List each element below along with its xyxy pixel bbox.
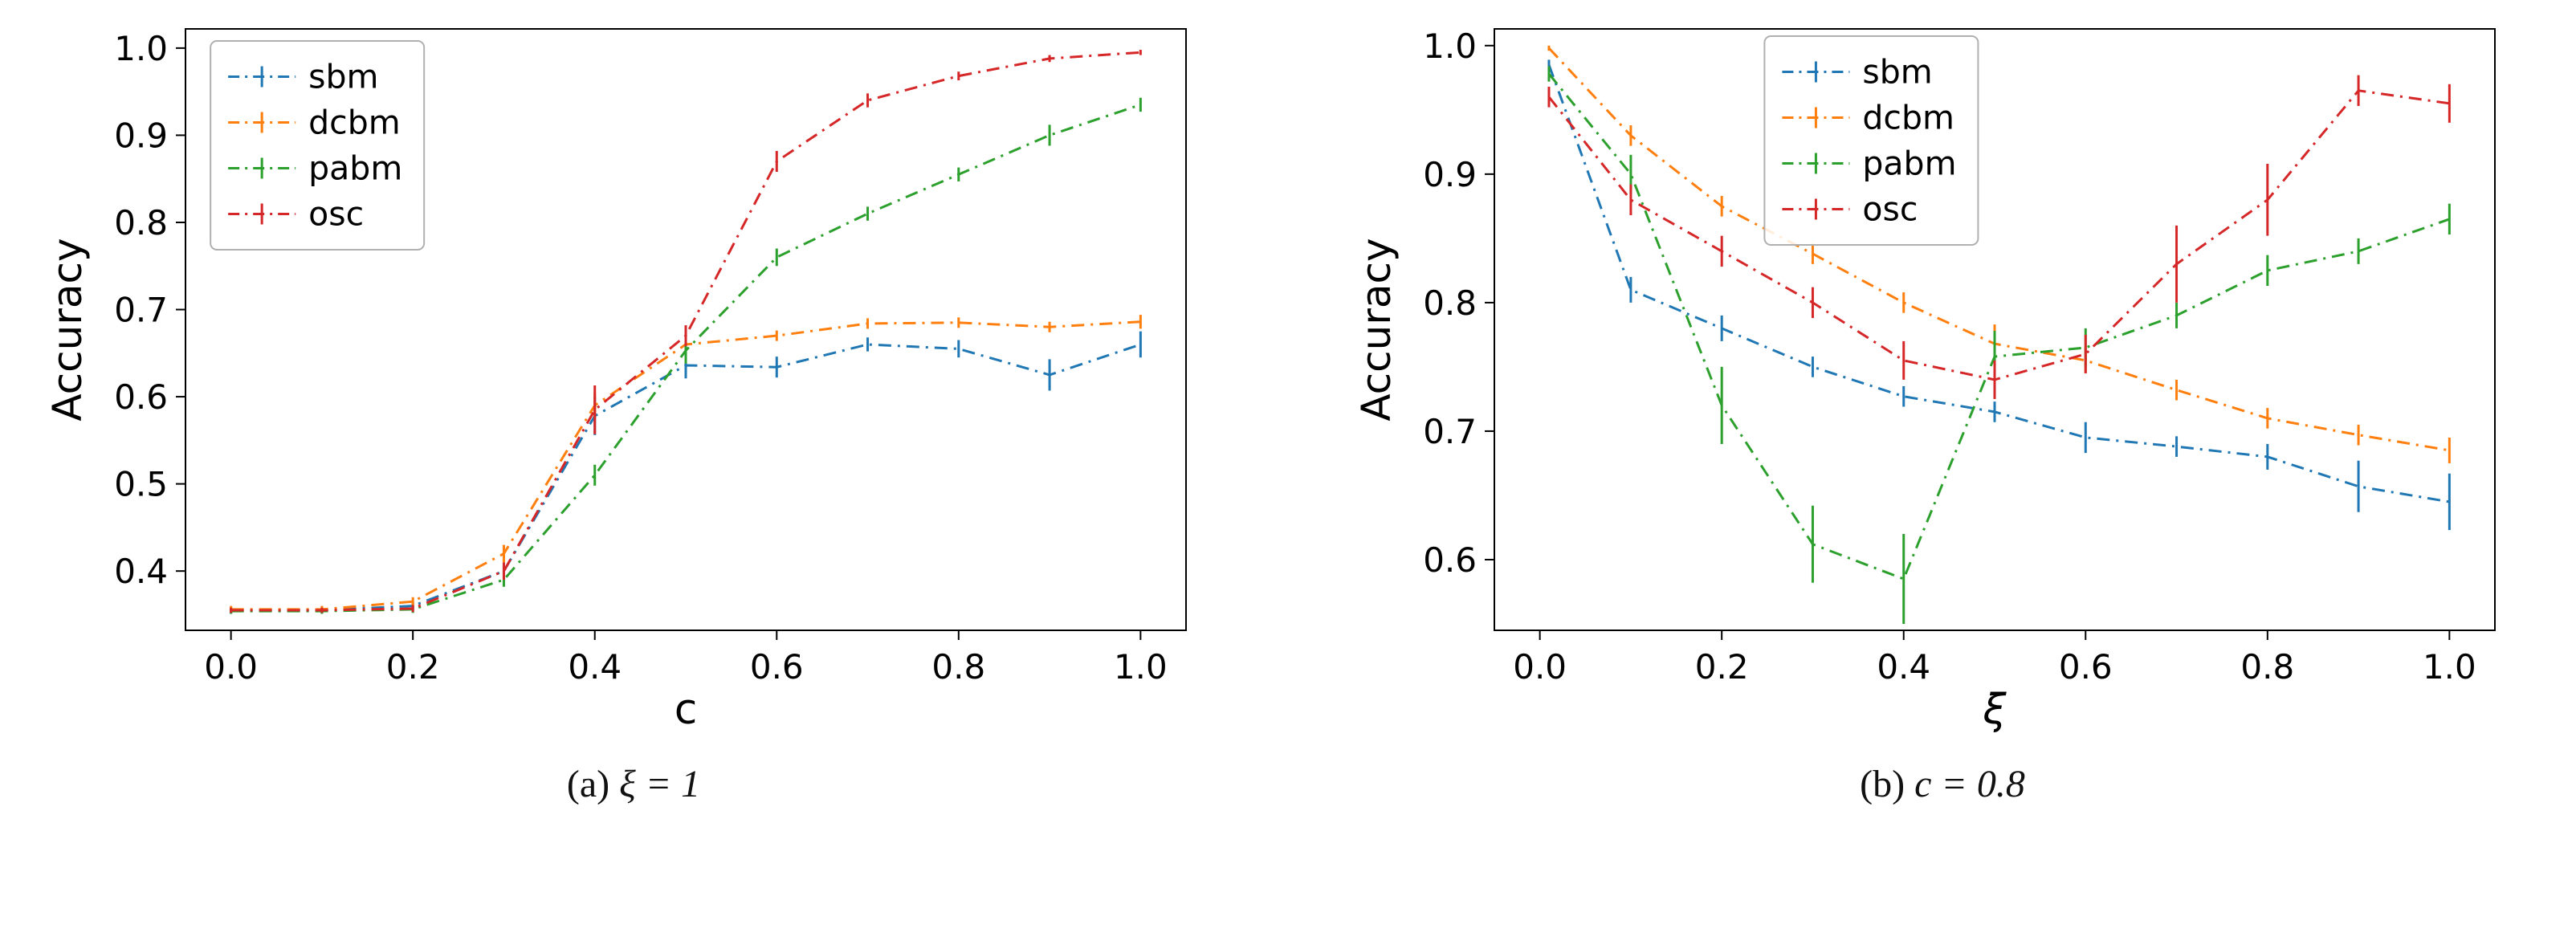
chart-a-svg: 0.0 0.2 0.4 0.6 0.8 1.0 0.4 0.5 0.6 0.7 0.8 0.9 1.0 c… bbox=[44, 28, 1187, 734]
legend-box bbox=[1763, 35, 1979, 246]
legend-label-dcbm: dcbm bbox=[308, 103, 401, 141]
y-tick-label: 0.6 bbox=[1423, 540, 1477, 580]
y-tick-label: 0.8 bbox=[1423, 283, 1477, 323]
caption-b-math: c = 0.8 bbox=[1914, 763, 2025, 805]
legend-entry-sbm bbox=[228, 66, 296, 88]
legend-entry-pabm bbox=[228, 157, 296, 179]
y-tick-label: 1.0 bbox=[114, 29, 168, 68]
legend-label-pabm: pabm bbox=[308, 149, 402, 187]
caption-a-math: ξ = 1 bbox=[619, 763, 701, 805]
x-tick-label: 0.8 bbox=[2240, 647, 2294, 687]
y-tick-label: 0.5 bbox=[114, 465, 168, 504]
legend-label-osc: osc bbox=[1862, 189, 1918, 228]
legend-label-dcbm: dcbm bbox=[1862, 98, 1954, 137]
caption-b: (b) c = 0.8 bbox=[1860, 765, 2025, 804]
x-tick-label: 0.2 bbox=[1695, 647, 1749, 687]
chart-b-svg: 0.0 0.2 0.4 0.6 0.8 1.0 0.6 0.7 0.8 0.9 1.0 ξ Accura… bbox=[1353, 26, 2496, 734]
x-axis-label: c bbox=[675, 686, 698, 734]
y-tick-label: 0.8 bbox=[114, 203, 168, 242]
series-osc bbox=[1547, 75, 2451, 399]
x-tick-label: 0.6 bbox=[750, 647, 804, 687]
series-sbm bbox=[1547, 59, 2451, 531]
legend-label-osc: osc bbox=[308, 194, 364, 233]
figure-b: 0.0 0.2 0.4 0.6 0.8 1.0 0.6 0.7 0.8 0.9 1.0 ξ Accura… bbox=[1353, 6, 2529, 804]
x-tick-label: 0.2 bbox=[386, 647, 440, 687]
x-tick-label: 0.0 bbox=[204, 647, 258, 687]
legend-entry-osc bbox=[228, 203, 296, 225]
x-tick-label: 0.6 bbox=[2059, 647, 2113, 687]
y-tick-label: 0.7 bbox=[114, 291, 168, 330]
legend-entry-sbm bbox=[1782, 61, 1850, 83]
x-tick-label: 1.0 bbox=[1114, 647, 1168, 687]
legend-label-pabm: pabm bbox=[1862, 144, 1956, 182]
y-axis-label: Accuracy bbox=[1356, 238, 1400, 421]
y-axis-label: Accuracy bbox=[47, 238, 91, 421]
caption-a-prefix: (a) bbox=[566, 763, 610, 805]
axis-ticks: 0.0 0.2 0.4 0.6 0.8 1.0 0.6 0.7 0.8 0.9 1.0 bbox=[1423, 26, 2476, 687]
axis-ticks: 0.0 0.2 0.4 0.6 0.8 1.0 0.4 0.5 0.6 0.7 0.8 0.9 1.0 bbox=[114, 29, 1168, 687]
legend: sbm dcbm pabm osc bbox=[210, 39, 426, 251]
legend: sbm dcbm pabm osc bbox=[1763, 35, 1979, 246]
chart-a-container: 0.0 0.2 0.4 0.6 0.8 1.0 0.4 0.5 0.6 0.7 0.8 0.9 1.0 c… bbox=[44, 6, 1220, 741]
legend-entry-pabm bbox=[1782, 153, 1850, 174]
x-tick-label: 0.4 bbox=[1877, 647, 1930, 687]
x-tick-label: 0.4 bbox=[568, 647, 622, 687]
y-tick-label: 0.7 bbox=[1423, 412, 1477, 451]
y-tick-label: 0.6 bbox=[114, 377, 168, 417]
legend-label-sbm: sbm bbox=[1862, 52, 1932, 91]
x-axis-label: ξ bbox=[1983, 686, 2007, 734]
legend-entry-osc bbox=[1782, 198, 1850, 220]
chart-b-container: 0.0 0.2 0.4 0.6 0.8 1.0 0.6 0.7 0.8 0.9 1.0 ξ Accura… bbox=[1353, 6, 2529, 741]
caption-a: (a) ξ = 1 bbox=[567, 765, 700, 804]
legend-label-sbm: sbm bbox=[308, 57, 378, 96]
legend-box bbox=[210, 39, 426, 251]
legend-entry-dcbm bbox=[1782, 107, 1850, 128]
y-tick-label: 0.9 bbox=[114, 116, 168, 155]
series-pabm bbox=[1547, 66, 2451, 624]
y-tick-label: 1.0 bbox=[1423, 26, 1477, 66]
series-osc bbox=[230, 50, 1142, 613]
x-tick-label: 0.8 bbox=[931, 647, 985, 687]
x-tick-label: 1.0 bbox=[2423, 647, 2476, 687]
figure-a: 0.0 0.2 0.4 0.6 0.8 1.0 0.4 0.5 0.6 0.7 0.8 0.9 1.0 c… bbox=[44, 6, 1220, 804]
legend-entry-dcbm bbox=[228, 112, 296, 133]
x-tick-label: 0.0 bbox=[1513, 647, 1567, 687]
caption-b-prefix: (b) bbox=[1860, 763, 1906, 805]
y-tick-label: 0.9 bbox=[1423, 155, 1477, 194]
y-tick-label: 0.4 bbox=[114, 552, 168, 591]
